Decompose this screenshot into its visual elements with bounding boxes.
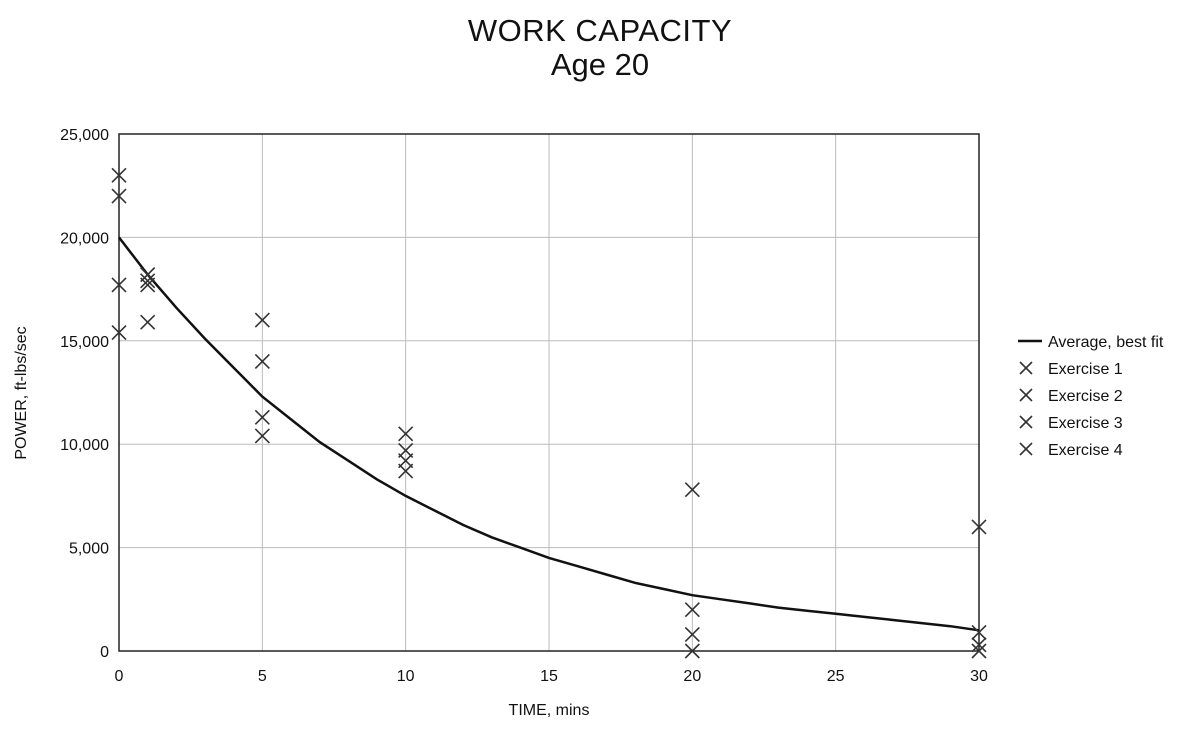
y-tick-labels: 0 5,000 10,000 15,000 20,000 25,000 — [60, 127, 109, 661]
marker-exercise-3 — [140, 277, 156, 293]
fit-line — [118, 236, 980, 632]
legend-label-exercise-2: Exercise 2 — [1048, 388, 1123, 405]
plot-frame — [118, 133, 980, 652]
x-tick-label: 10 — [397, 668, 415, 685]
grid — [118, 133, 980, 652]
x-tick-labels: 0 5 10 15 20 25 30 — [115, 668, 988, 685]
y-tick-label: 10,000 — [60, 437, 109, 454]
marker-exercise-4 — [254, 428, 270, 444]
y-tick-label: 5,000 — [69, 541, 109, 558]
marker-exercise-2 — [140, 273, 156, 289]
marker-exercise-1 — [111, 167, 127, 183]
marker-exercise-1 — [398, 426, 414, 442]
legend-marker-exercise-1 — [1019, 361, 1033, 375]
x-tick-label: 0 — [115, 668, 124, 685]
marker-exercise-4 — [140, 314, 156, 330]
title-block: WORK CAPACITY Age 20 — [0, 14, 1200, 82]
legend-marker-exercise-3 — [1019, 415, 1033, 429]
legend-marker-exercise-4 — [1019, 442, 1033, 456]
y-tick-label: 20,000 — [60, 230, 109, 247]
x-tick-label: 25 — [827, 668, 845, 685]
marker-exercise-2 — [254, 353, 270, 370]
y-axis-label: POWER, ft-lbs/sec — [13, 326, 30, 459]
marker-exercise-3 — [684, 626, 700, 643]
marker-exercise-4 — [684, 643, 700, 659]
marker-exercise-4 — [398, 463, 414, 479]
y-tick-label: 25,000 — [60, 127, 109, 144]
legend: Average, best fit Exercise 1 Exercise 2 Exe… — [1018, 334, 1164, 459]
legend-label-fit: Average, best fit — [1048, 334, 1164, 351]
markers — [111, 167, 987, 659]
marker-exercise-2 — [111, 188, 127, 204]
marker-exercise-4 — [971, 643, 987, 659]
plot-border — [118, 133, 980, 652]
marker-exercise-4 — [111, 324, 127, 341]
marker-exercise-1 — [971, 519, 987, 535]
y-tick-label: 15,000 — [60, 334, 109, 351]
marker-exercise-3 — [254, 409, 270, 425]
x-tick-label: 15 — [540, 668, 558, 685]
legend-label-exercise-1: Exercise 1 — [1048, 361, 1123, 378]
x-tick-label: 20 — [683, 668, 701, 685]
chart-subtitle: Age 20 — [550, 47, 650, 82]
marker-exercise-3 — [971, 637, 987, 653]
x-axis-label: TIME, mins — [509, 702, 590, 719]
y-tick-label: 0 — [100, 644, 109, 661]
marker-exercise-1 — [254, 312, 270, 328]
legend-marker-exercise-2 — [1019, 388, 1033, 402]
x-tick-label: 5 — [258, 668, 267, 685]
legend-label-exercise-3: Exercise 3 — [1048, 415, 1123, 432]
chart-title: WORK CAPACITY — [467, 13, 733, 48]
legend-label-exercise-4: Exercise 4 — [1048, 442, 1123, 459]
marker-exercise-2 — [971, 624, 987, 640]
x-tick-label: 30 — [970, 668, 988, 685]
marker-exercise-2 — [684, 602, 700, 618]
marker-exercise-1 — [684, 482, 700, 498]
marker-exercise-3 — [111, 277, 127, 293]
